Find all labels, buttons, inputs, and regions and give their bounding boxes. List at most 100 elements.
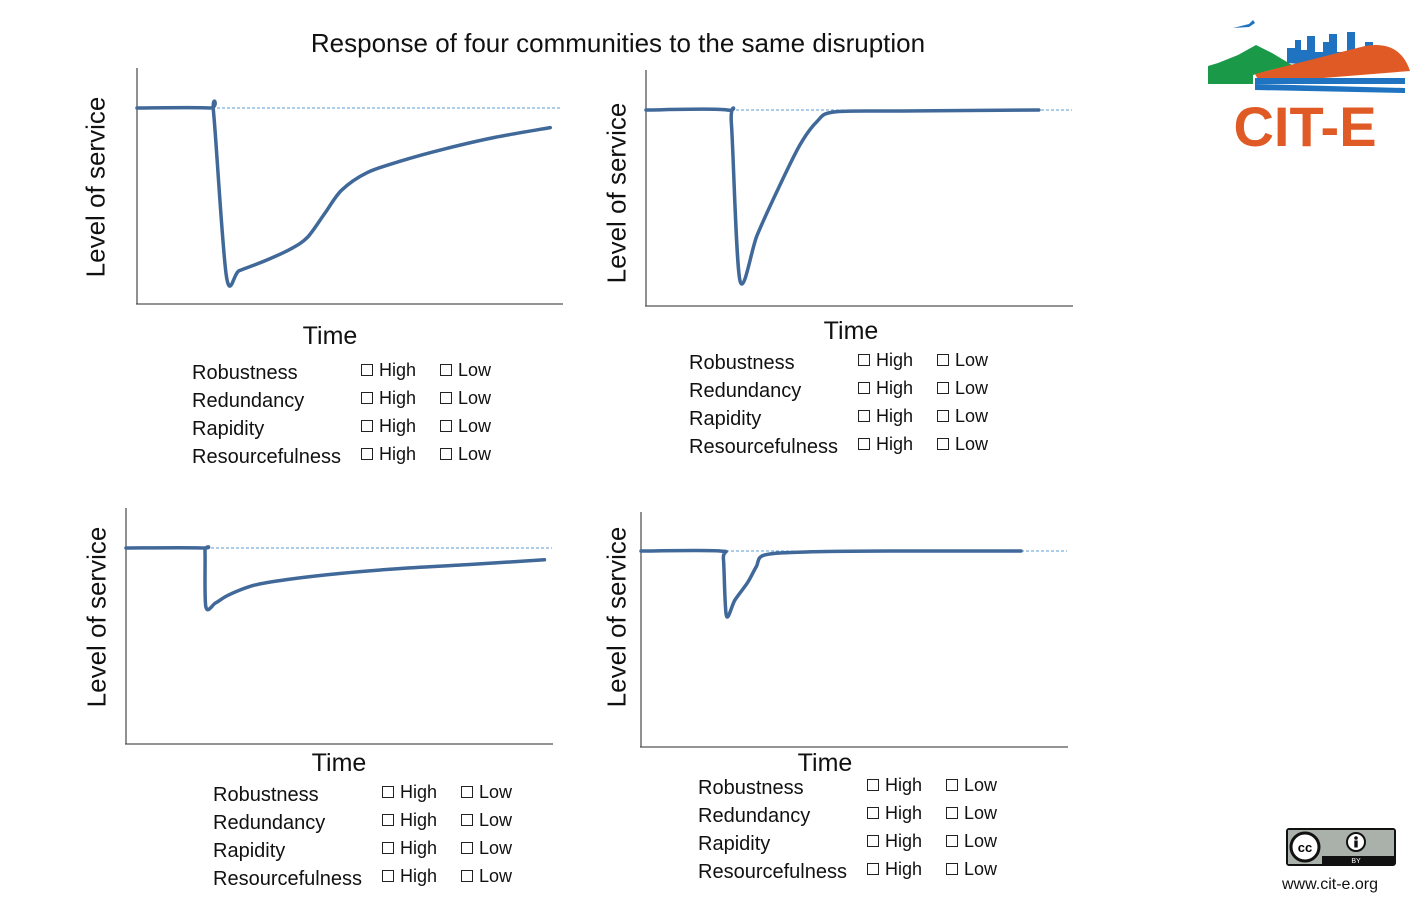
checkbox-high-resourcefulness[interactable]: High	[382, 866, 437, 887]
checkbox-low-redundancy[interactable]: Low	[937, 378, 988, 399]
checkbox-icon[interactable]	[858, 354, 870, 366]
checkbox-label: High	[379, 388, 417, 408]
checkbox-icon[interactable]	[361, 364, 373, 376]
checkbox-low-redundancy[interactable]: Low	[461, 810, 512, 831]
checkbox-high-redundancy[interactable]: High	[361, 388, 416, 409]
rating-label-redundancy: Redundancy	[192, 390, 305, 412]
checkbox-icon[interactable]	[382, 842, 394, 854]
checkbox-label: Low	[955, 406, 989, 426]
checkbox-icon[interactable]	[867, 807, 879, 819]
checkbox-icon[interactable]	[361, 448, 373, 460]
checkbox-low-rapidity[interactable]: Low	[937, 406, 988, 427]
checkbox-icon[interactable]	[867, 779, 879, 791]
checkbox-icon[interactable]	[946, 779, 958, 791]
rating-label-robustness: Robustness	[689, 352, 795, 374]
checkbox-label: Low	[458, 444, 492, 464]
checkbox-label: Low	[955, 378, 989, 398]
mountain-icon	[1208, 45, 1292, 84]
checkbox-icon[interactable]	[937, 438, 949, 450]
checkbox-low-rapidity[interactable]: Low	[440, 416, 491, 437]
checkbox-label: High	[876, 350, 914, 370]
website-link[interactable]: www.cit-e.org	[1282, 876, 1379, 893]
checkbox-icon[interactable]	[867, 835, 879, 847]
checkbox-high-redundancy[interactable]: High	[867, 803, 922, 824]
train-icon	[1255, 45, 1410, 83]
checkbox-low-rapidity[interactable]: Low	[946, 831, 997, 852]
rating-label-rapidity: Rapidity	[689, 408, 762, 430]
checkbox-low-redundancy[interactable]: Low	[946, 803, 997, 824]
checkbox-icon[interactable]	[440, 364, 452, 376]
rating-label-robustness: Robustness	[698, 777, 804, 799]
cc-icon	[1289, 831, 1321, 863]
checkbox-icon[interactable]	[937, 410, 949, 422]
service-level-curve	[644, 106, 1041, 286]
checkbox-icon[interactable]	[440, 392, 452, 404]
checkbox-high-resourcefulness[interactable]: High	[361, 444, 416, 465]
checkbox-low-resourcefulness[interactable]: Low	[440, 444, 491, 465]
checkbox-icon[interactable]	[382, 786, 394, 798]
checkbox-label: High	[876, 378, 914, 398]
checkbox-icon[interactable]	[946, 863, 958, 875]
checkbox-label: Low	[479, 838, 513, 858]
checkbox-icon[interactable]	[440, 420, 452, 432]
checkbox-label: High	[885, 803, 923, 823]
checkbox-high-robustness[interactable]: High	[382, 782, 437, 803]
checkbox-icon[interactable]	[361, 392, 373, 404]
checkbox-high-robustness[interactable]: High	[858, 350, 913, 371]
slide-title: Response of four communities to the same…	[310, 28, 926, 58]
checkbox-low-robustness[interactable]: Low	[440, 360, 491, 381]
checkbox-icon[interactable]	[937, 382, 949, 394]
cc-by-license-badge[interactable]: cc BY	[1286, 828, 1396, 866]
checkbox-low-robustness[interactable]: Low	[461, 782, 512, 803]
checkbox-high-resourcefulness[interactable]: High	[858, 434, 913, 455]
rating-label-resourcefulness: Resourcefulness	[689, 436, 838, 458]
checkbox-high-robustness[interactable]: High	[361, 360, 416, 381]
checkbox-icon[interactable]	[382, 870, 394, 882]
checkbox-high-rapidity[interactable]: High	[361, 416, 416, 437]
svg-text:BY: BY	[1351, 858, 1361, 864]
checkbox-high-redundancy[interactable]: High	[382, 810, 437, 831]
checkbox-label: High	[876, 406, 914, 426]
checkbox-icon[interactable]	[937, 354, 949, 366]
checkbox-low-resourcefulness[interactable]: Low	[937, 434, 988, 455]
svg-text:CIT-E: CIT-E	[1233, 95, 1376, 153]
rating-label-rapidity: Rapidity	[192, 418, 265, 440]
checkbox-icon[interactable]	[382, 814, 394, 826]
checkbox-low-robustness[interactable]: Low	[937, 350, 988, 371]
checkbox-label: High	[400, 810, 438, 830]
checkbox-label: Low	[458, 360, 492, 380]
cit-e-logo: CIT-E	[1208, 20, 1410, 153]
checkbox-high-robustness[interactable]: High	[867, 775, 922, 796]
checkbox-icon[interactable]	[461, 870, 473, 882]
checkbox-icon[interactable]	[946, 835, 958, 847]
checkbox-low-rapidity[interactable]: Low	[461, 838, 512, 859]
checkbox-low-robustness[interactable]: Low	[946, 775, 997, 796]
checkbox-icon[interactable]	[858, 382, 870, 394]
checkbox-icon[interactable]	[858, 438, 870, 450]
checkbox-icon[interactable]	[461, 842, 473, 854]
checkbox-icon[interactable]	[461, 814, 473, 826]
checkbox-high-redundancy[interactable]: High	[858, 378, 913, 399]
bridge-icon	[1255, 78, 1405, 93]
rating-label-redundancy: Redundancy	[689, 380, 802, 402]
checkbox-low-redundancy[interactable]: Low	[440, 388, 491, 409]
checkbox-high-rapidity[interactable]: High	[858, 406, 913, 427]
checkbox-low-resourcefulness[interactable]: Low	[946, 859, 997, 880]
checkbox-icon[interactable]	[461, 786, 473, 798]
checkbox-icon[interactable]	[440, 448, 452, 460]
rating-label-resourcefulness: Resourcefulness	[213, 868, 362, 890]
checkbox-label: Low	[955, 350, 989, 370]
checkbox-high-rapidity[interactable]: High	[382, 838, 437, 859]
checkbox-icon[interactable]	[946, 807, 958, 819]
checkbox-icon[interactable]	[867, 863, 879, 875]
checkbox-high-resourcefulness[interactable]: High	[867, 859, 922, 880]
checkbox-icon[interactable]	[361, 420, 373, 432]
checkbox-icon[interactable]	[858, 410, 870, 422]
checkbox-label: Low	[964, 831, 998, 851]
x-axis-label: Time	[797, 749, 853, 777]
checkbox-low-resourcefulness[interactable]: Low	[461, 866, 512, 887]
checkbox-high-rapidity[interactable]: High	[867, 831, 922, 852]
checkbox-label: High	[400, 866, 438, 886]
checkbox-label: High	[379, 444, 417, 464]
checkbox-label: Low	[955, 434, 989, 454]
